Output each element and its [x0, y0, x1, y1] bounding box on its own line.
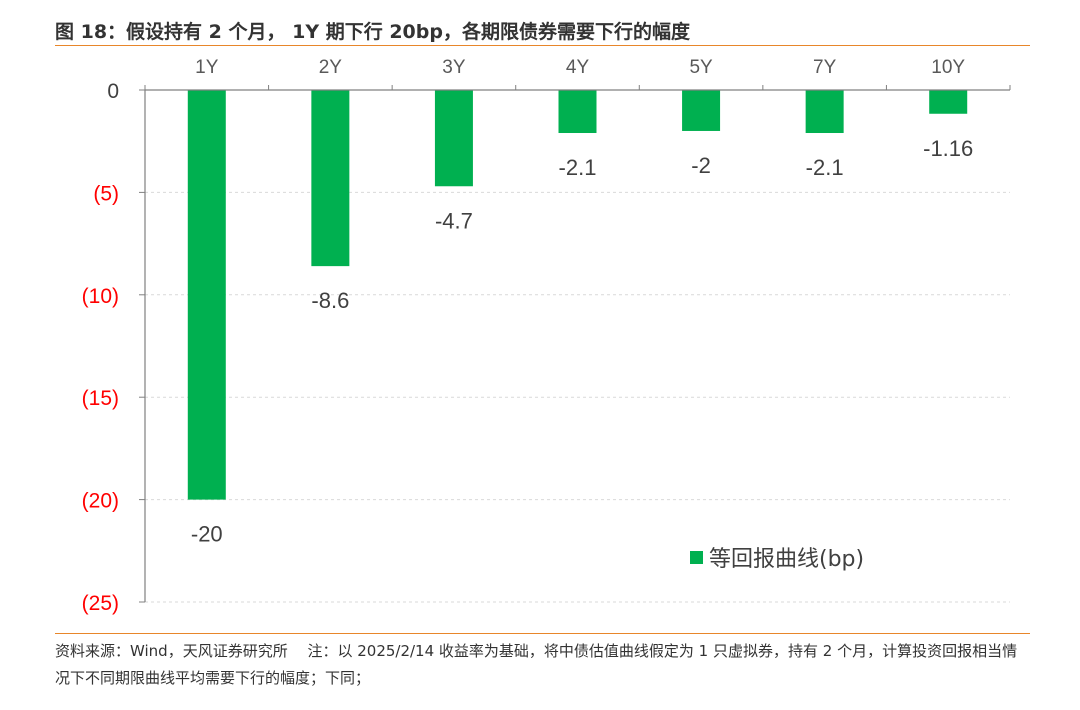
bar [805, 90, 844, 134]
gridlines [145, 191, 1010, 603]
data-label: -1.16 [923, 136, 973, 161]
y-tick-label: (10) [82, 285, 119, 308]
x-tick-label: 7Y [813, 57, 837, 78]
figure-title: 图 18：假设持有 2 个月， 1Y 期下行 20bp，各期限债券需要下行的幅度 [55, 21, 690, 43]
x-tick-label: 3Y [442, 57, 466, 78]
y-axis-ticks: 0 (5) (10) (15) (20) (25) [82, 80, 119, 615]
axes [139, 85, 1011, 603]
data-label: -2 [691, 153, 711, 178]
bar [311, 90, 350, 267]
source-note: 资料来源：Wind，天风证券研究所 注：以 2025/2/14 收益率为基础，将… [55, 642, 1018, 687]
bar [434, 90, 473, 187]
data-label: -2.1 [559, 155, 597, 180]
legend: 等回报曲线(bp) [690, 547, 864, 572]
x-tick-label: 10Y [931, 57, 965, 78]
y-tick-label: (25) [82, 592, 119, 615]
data-label: -8.6 [311, 288, 349, 313]
y-tick-label: (5) [93, 182, 119, 205]
x-tick-label: 4Y [566, 57, 590, 78]
bar-chart: 0(5)(10)(15)(20)(25) 1Y 2Y 3Y 4Y 5Y 7Y 10Y -20… [82, 57, 1011, 615]
data-label: -20 [191, 522, 223, 547]
x-tick-label: 5Y [689, 57, 713, 78]
bar [682, 90, 721, 131]
bar [558, 90, 597, 134]
bar [929, 90, 968, 114]
y-tick-label: 0 [107, 80, 119, 103]
data-label: -2.1 [806, 155, 844, 180]
x-tick-label: 2Y [319, 57, 343, 78]
y-tick-label: (20) [82, 490, 119, 513]
y-tick-label: (15) [82, 387, 119, 410]
x-axis-ticks: 1Y 2Y 3Y 4Y 5Y 7Y 10Y [195, 57, 965, 78]
data-labels: -20 -8.6 -4.7 -2.1 -2 -2.1 -1.16 [191, 136, 973, 547]
legend-label: 等回报曲线(bp) [709, 547, 864, 572]
bars [187, 90, 968, 500]
bar [187, 90, 226, 500]
title-rule [55, 45, 1030, 46]
legend-swatch [690, 551, 703, 564]
data-label: -4.7 [435, 208, 473, 233]
x-tick-label: 1Y [195, 57, 219, 78]
source-rule [55, 633, 1030, 634]
